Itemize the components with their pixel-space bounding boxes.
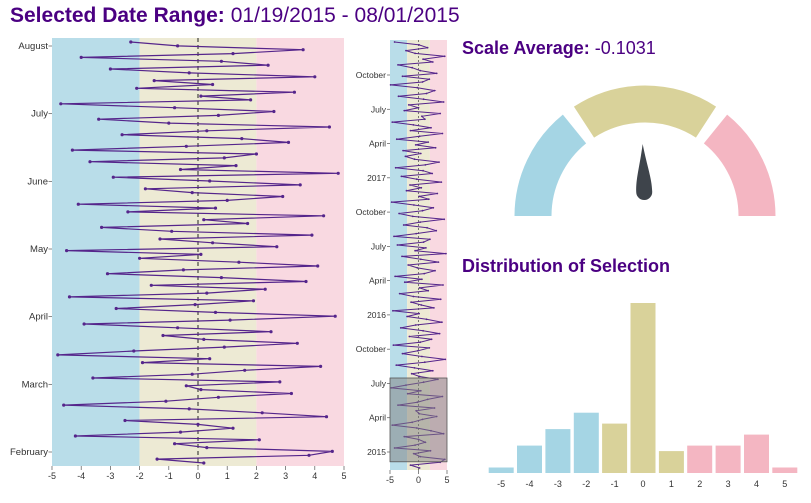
date-range-value: 01/19/2015 - 08/01/2015	[230, 4, 460, 27]
histogram-bar--5	[488, 467, 514, 473]
gauge-segment-0	[514, 114, 587, 217]
scale-average-value: -0.1031	[594, 38, 656, 58]
x-tick-label: 5	[782, 479, 787, 489]
hist-x-axis: -5 -4 -3 -2 -1 0 1 2 3 4 5	[497, 479, 787, 489]
timeline-overview-chart[interactable]: October July April 2017 October July April 2016…	[352, 30, 464, 498]
x-tick-label: 1	[225, 471, 230, 481]
time-label: October	[356, 70, 386, 80]
time-axis: October July April 2017 October July April 2016…	[356, 70, 390, 457]
histogram-bar-3	[715, 445, 741, 473]
series-line	[57, 41, 339, 464]
histogram-bar--2	[573, 412, 599, 473]
month-label: July	[31, 109, 48, 120]
x-tick-label: 5	[444, 475, 449, 485]
x-axis: -5 0 5	[386, 470, 450, 485]
time-label: July	[371, 378, 387, 388]
x-tick-label: 0	[416, 475, 421, 485]
time-label: April	[369, 139, 386, 149]
gauge-segment-2	[703, 114, 776, 217]
x-tick-label: 4	[754, 479, 759, 489]
x-tick-label: -4	[77, 471, 85, 481]
histogram-bar-1	[658, 451, 684, 473]
x-tick-label: -1	[165, 471, 173, 481]
time-label: October	[356, 344, 386, 354]
band-0	[390, 40, 408, 470]
histogram-bar--1	[602, 423, 628, 473]
month-axis: August July June May April March February	[10, 41, 52, 458]
distribution-histogram: -5 -4 -3 -2 -1 0 1 2 3 4 5	[488, 303, 798, 489]
series-points	[56, 40, 340, 465]
time-label: 2017	[367, 173, 386, 183]
histogram-bar--4	[517, 445, 542, 473]
x-tick-label: -5	[497, 479, 505, 489]
x-tick-label: 5	[341, 471, 346, 481]
x-tick-label: 0	[640, 479, 645, 489]
month-label: June	[27, 176, 48, 187]
distribution-heading: Distribution of Selection	[462, 256, 671, 276]
brush-selection[interactable]	[389, 377, 448, 463]
histogram-bar--3	[545, 429, 571, 473]
scale-average-gauge	[514, 85, 776, 217]
time-label: July	[371, 241, 387, 251]
month-label: April	[29, 312, 48, 323]
scale-average-label: Scale Average:	[462, 38, 590, 58]
x-tick-label: 3	[726, 479, 731, 489]
gauge-segment-1	[573, 85, 717, 138]
histogram-bars	[488, 303, 798, 473]
time-label: April	[369, 413, 386, 423]
x-tick-label: -1	[611, 479, 619, 489]
histogram-bar-5	[772, 467, 798, 473]
x-tick-label: 0	[195, 471, 200, 481]
x-tick-label: -2	[582, 479, 590, 489]
month-label: February	[10, 447, 48, 458]
x-tick-label: -4	[526, 479, 534, 489]
x-tick-label: 3	[283, 471, 288, 481]
date-range-label: Selected Date Range:	[10, 4, 225, 27]
month-label: March	[22, 379, 48, 390]
month-label: May	[30, 244, 48, 255]
time-label: April	[369, 276, 386, 286]
x-tick-label: 2	[254, 471, 259, 481]
time-label: July	[371, 104, 387, 114]
x-tick-label: -5	[48, 471, 56, 481]
x-tick-label: -5	[386, 475, 394, 485]
x-tick-label: 2	[697, 479, 702, 489]
histogram-bar-4	[744, 434, 769, 473]
x-tick-label: -2	[136, 471, 144, 481]
time-label: October	[356, 207, 386, 217]
scale-average-heading: Scale Average: -0.1031	[462, 38, 656, 59]
date-range-header: Selected Date Range: 01/19/2015 - 08/01/2…	[10, 4, 460, 28]
x-tick-label: 4	[312, 471, 317, 481]
histogram-bar-2	[687, 445, 713, 473]
x-tick-label: -3	[554, 479, 562, 489]
time-label: 2015	[367, 447, 386, 457]
x-tick-label: -3	[106, 471, 114, 481]
x-axis: -5 -4 -3 -2 -1 0 1 2 3 4 5	[48, 466, 347, 481]
histogram-bar-0	[630, 303, 656, 473]
x-tick-label: 1	[669, 479, 674, 489]
band-2	[256, 38, 344, 466]
time-label: 2016	[367, 310, 386, 320]
month-label: August	[18, 41, 48, 52]
gauge-needle	[636, 144, 653, 200]
